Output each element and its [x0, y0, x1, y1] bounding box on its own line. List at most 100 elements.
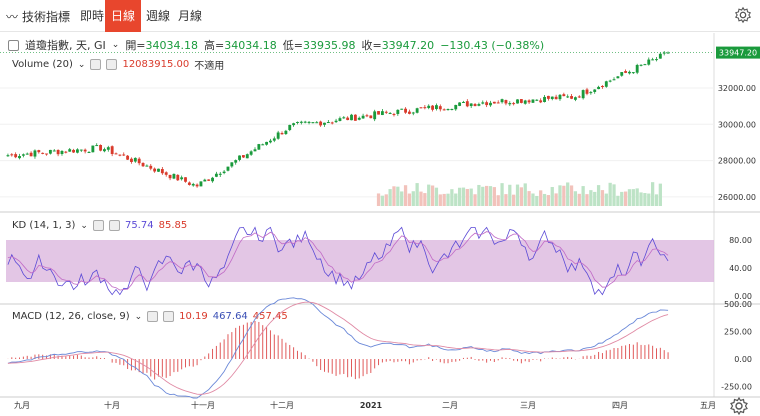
volume-bar — [430, 185, 435, 206]
gear-icon[interactable] — [729, 396, 749, 416]
low-label: 低= — [282, 39, 303, 52]
settings-icon[interactable] — [90, 59, 102, 70]
candle-body — [454, 104, 458, 110]
candle-body — [620, 72, 624, 76]
candle-body — [137, 158, 141, 164]
settings-icon[interactable] — [147, 311, 159, 322]
volume-bar — [585, 194, 589, 206]
candle-body — [442, 109, 446, 111]
signal-value: 457.45 — [252, 311, 288, 322]
tab-monthly[interactable]: 月線 — [178, 9, 203, 23]
candle-body — [145, 165, 149, 167]
candle-body — [72, 149, 75, 153]
volume-bar — [658, 183, 662, 206]
kd-tick-label: 0.00 — [734, 292, 752, 301]
settings-icon[interactable] — [92, 220, 104, 231]
candle-body — [211, 177, 214, 182]
volume-bar — [546, 195, 551, 206]
candle-body — [257, 144, 261, 150]
volume-bar — [604, 193, 608, 206]
volume-bar — [581, 186, 585, 206]
candle-body — [21, 154, 25, 156]
candle-body — [75, 149, 79, 153]
candle-body — [172, 173, 176, 179]
candle-body — [481, 102, 485, 104]
volume-bar — [612, 184, 616, 206]
volume-bar — [388, 189, 392, 206]
macd-legend: MACD (12, 26, close, 9) ⌄ 10.19 467.64 4… — [12, 311, 288, 322]
gear-icon[interactable] — [734, 6, 752, 24]
candle-body — [319, 121, 323, 126]
candle-body — [365, 115, 369, 117]
candle-body — [110, 146, 114, 155]
ohlc-header: 道瓊指數, 天, GI ⌄ 開=34034.18 高=34034.18 低=33… — [8, 37, 544, 53]
candle-body — [6, 155, 10, 157]
candle-body — [164, 172, 168, 175]
macd-hist-value: 10.19 — [179, 311, 208, 322]
chevron-down-icon[interactable]: ⌄ — [111, 40, 120, 50]
candle-body — [311, 122, 315, 124]
volume-bar — [647, 193, 651, 206]
volume-bar — [569, 185, 574, 206]
candle-body — [253, 149, 257, 152]
volume-bar — [469, 188, 473, 206]
tab-daily[interactable]: 日線 — [105, 0, 142, 32]
candle-body — [404, 108, 407, 113]
collapse-icon[interactable] — [8, 39, 19, 51]
candle-body — [601, 85, 604, 88]
candle-body — [25, 153, 29, 155]
close-icon[interactable] — [163, 311, 175, 322]
open-value: 34034.18 — [145, 39, 199, 52]
candle-body — [126, 155, 130, 160]
chevron-down-icon[interactable]: ⌄ — [80, 220, 88, 231]
chevron-down-icon[interactable]: ⌄ — [77, 59, 86, 70]
chevron-down-icon[interactable]: ⌄ — [134, 311, 143, 322]
x-tick-label: 二月 — [442, 401, 458, 410]
d-line — [7, 231, 669, 291]
volume-bar — [631, 189, 635, 206]
volume-bar — [512, 194, 516, 206]
candle-body — [276, 132, 280, 139]
candle-body — [500, 99, 504, 103]
indicator-icon: 〰 — [6, 10, 19, 24]
volume-bar — [411, 191, 415, 206]
volume-bar — [573, 191, 578, 206]
candle-body — [384, 111, 388, 113]
candle-body — [261, 144, 265, 146]
candle-body — [307, 121, 311, 123]
candle-body — [419, 107, 423, 109]
candle-body — [585, 89, 589, 94]
candle-body — [234, 160, 238, 163]
close-icon[interactable] — [106, 59, 118, 70]
candle-body — [489, 102, 492, 106]
candle-body — [531, 99, 535, 103]
candle-body — [651, 59, 655, 61]
candle-body — [604, 81, 608, 87]
x-tick-label: 四月 — [612, 401, 628, 410]
volume-bar — [596, 185, 601, 206]
candle-body — [334, 120, 338, 123]
tab-realtime[interactable]: 即時 — [80, 9, 105, 23]
close-icon[interactable] — [108, 220, 120, 231]
volume-bar — [446, 193, 450, 206]
volume-bar — [539, 190, 543, 206]
x-tick-label: 2021 — [360, 401, 383, 410]
candle-body — [639, 64, 643, 66]
volume-bar — [465, 188, 469, 206]
x-tick-label: 五月 — [700, 401, 716, 410]
candle-body — [662, 52, 666, 54]
change-value: −130.43 (−0.38%) — [440, 38, 545, 52]
volume-bar — [627, 189, 632, 206]
candle-body — [666, 52, 670, 54]
candle-body — [535, 99, 539, 101]
candle-body — [554, 96, 558, 100]
candle-body — [180, 177, 184, 180]
tab-weekly[interactable]: 週線 — [146, 9, 171, 23]
volume-bar — [577, 193, 581, 206]
volume-bar — [535, 195, 539, 206]
candle-body — [323, 122, 326, 125]
volume-legend: Volume (20) ⌄ 12083915.00 不適用 — [12, 57, 224, 72]
volume-bar — [396, 186, 400, 206]
candle-body — [350, 114, 353, 121]
volume-bar — [500, 183, 504, 206]
